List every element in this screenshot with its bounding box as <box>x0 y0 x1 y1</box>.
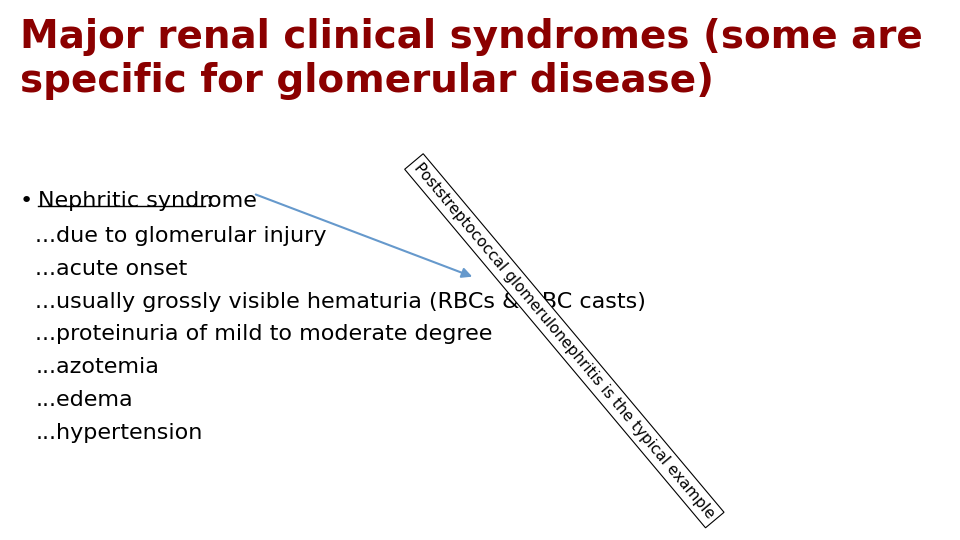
Text: ...acute onset: ...acute onset <box>36 259 187 279</box>
Text: ...hypertension: ...hypertension <box>36 423 203 443</box>
Text: ...usually grossly visible hematuria (RBCs & RBC casts): ...usually grossly visible hematuria (RB… <box>36 292 646 312</box>
Text: Poststreptococcal glomerulonephritis is the typical example: Poststreptococcal glomerulonephritis is … <box>411 160 717 521</box>
Text: ...proteinuria of mild to moderate degree: ...proteinuria of mild to moderate degre… <box>36 325 492 345</box>
Text: ...due to glomerular injury: ...due to glomerular injury <box>36 226 326 246</box>
Text: Major renal clinical syndromes (some are
specific for glomerular disease): Major renal clinical syndromes (some are… <box>20 18 923 100</box>
Text: •: • <box>20 191 33 211</box>
Text: :: : <box>204 191 212 211</box>
Text: ...azotemia: ...azotemia <box>36 357 159 377</box>
Text: ...edema: ...edema <box>36 390 132 410</box>
Text: Nephritic syndrome: Nephritic syndrome <box>38 191 257 211</box>
